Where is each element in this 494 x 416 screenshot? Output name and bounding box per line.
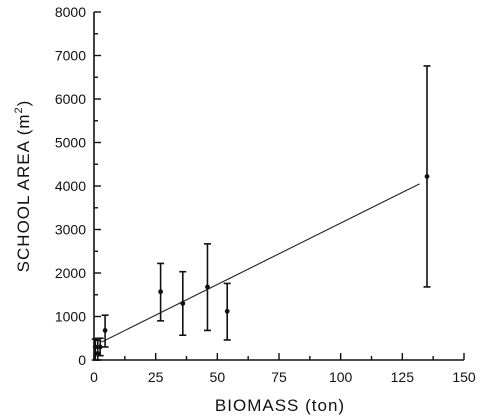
- data-point: [180, 301, 186, 306]
- y-tick-label: 8000: [55, 4, 86, 20]
- data-point: [224, 308, 230, 314]
- y-axis-title-main: SCHOOL AREA (m: [14, 113, 33, 272]
- y-tick-label: 4000: [55, 178, 86, 194]
- y-tick-label: 0: [78, 352, 86, 368]
- data-point-group: [203, 243, 211, 332]
- regression-line: [101, 183, 420, 343]
- axes: [93, 12, 464, 361]
- y-tick-label: 5000: [55, 135, 86, 151]
- x-tick-label: 0: [90, 369, 98, 385]
- data-point-group: [101, 314, 109, 348]
- data-point-group: [157, 262, 165, 322]
- y-tick-label: 2000: [55, 265, 86, 281]
- data-point: [97, 344, 103, 350]
- x-tick-label: 25: [148, 369, 164, 385]
- y-tick-label: 6000: [55, 91, 86, 107]
- data-point: [205, 284, 210, 290]
- data-point-group: [96, 337, 104, 357]
- data-point-group: [94, 339, 102, 361]
- y-tick-label: 3000: [55, 222, 86, 238]
- y-axis-title-close: ): [14, 100, 33, 107]
- x-tick-label: 125: [391, 369, 415, 385]
- ticks: 0 1000 2000 3000 4000 5000 6000 7000 8000 0 25 50 75…: [55, 4, 476, 385]
- x-tick-label: 75: [271, 369, 287, 385]
- x-tick-label: 100: [329, 369, 353, 385]
- y-tick-label: 7000: [55, 48, 86, 64]
- data-point: [92, 344, 98, 350]
- y-tick-label: 1000: [55, 309, 86, 325]
- data-point: [102, 328, 108, 333]
- x-tick-label: 150: [452, 369, 476, 385]
- data-point-group: [423, 65, 431, 288]
- y-axis-title: SCHOOL AREA (m2): [13, 100, 33, 273]
- data-point-group: [223, 282, 231, 341]
- data-point: [424, 174, 430, 179]
- x-tick-label: 50: [210, 369, 226, 385]
- data-points: [91, 65, 431, 361]
- x-axis-title: BIOMASS (ton): [215, 396, 345, 415]
- data-point: [158, 289, 164, 295]
- data-point: [95, 351, 101, 356]
- data-point-group: [179, 270, 187, 337]
- y-axis-title-superscript: 2: [13, 106, 25, 113]
- fit-line-group: [101, 183, 420, 343]
